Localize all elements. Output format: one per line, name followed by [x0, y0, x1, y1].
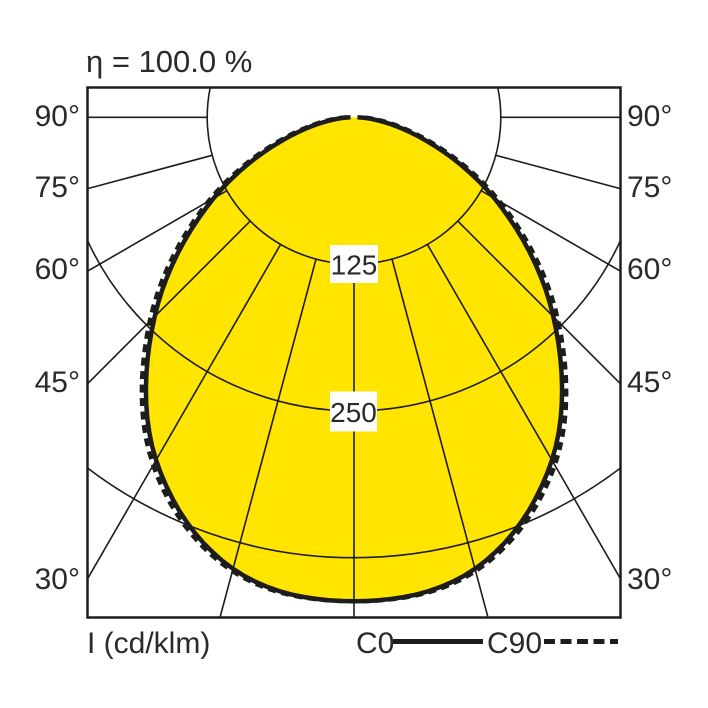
ring-label-0: 125	[331, 250, 378, 281]
gamma-gridline-left-60	[87, 190, 228, 273]
legend-c90-label: C90	[487, 627, 543, 660]
ring-label-box-0	[330, 245, 378, 283]
angle-label-left-45: 45°	[34, 366, 80, 399]
angle-label-left-60: 60°	[34, 253, 80, 286]
ring-label-1: 250	[330, 397, 377, 428]
gamma-gridline-left-30	[87, 244, 282, 581]
gamma-gridline-left-45	[87, 220, 251, 385]
angle-label-left-75: 75°	[34, 171, 80, 204]
angle-label-left-30: 30°	[34, 563, 80, 596]
angle-label-left-90: 90°	[34, 100, 80, 133]
legend-c0-solid-line-swatch	[393, 639, 483, 644]
gamma-gridline-right-75	[495, 154, 621, 190]
gamma-gridline-left-15	[219, 258, 317, 618]
legend-c0-label: C0	[356, 627, 395, 660]
angle-label-right-45: 45°	[627, 366, 673, 399]
angle-label-right-90: 90°	[627, 100, 673, 133]
angle-label-right-60: 60°	[627, 253, 673, 286]
gamma-gridline-right-45	[457, 220, 621, 385]
angle-label-right-30: 30°	[627, 563, 673, 596]
chart-frame	[86, 86, 622, 619]
gamma-gridline-left-75	[87, 154, 213, 190]
angle-label-right-75: 75°	[627, 171, 673, 204]
legend-c90-dashed-line-swatch	[544, 639, 618, 644]
gamma-gridline-right-15	[391, 258, 489, 618]
efficiency-title: η = 100.0 %	[86, 44, 253, 79]
gamma-gridline-right-60	[480, 190, 621, 273]
gamma-gridline-right-30	[426, 244, 621, 581]
c90-curve	[139, 115, 569, 604]
intensity-unit-label: I (cd/klm)	[87, 627, 211, 660]
ring-label-box-1	[330, 391, 377, 432]
